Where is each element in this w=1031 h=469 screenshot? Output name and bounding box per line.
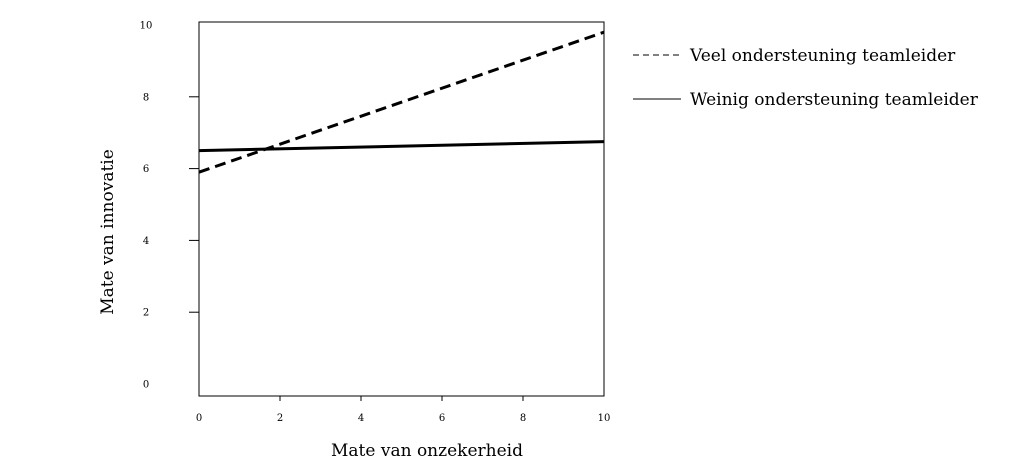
y-tick-label: 6 (143, 164, 149, 175)
y-axis-ticks: 0 2 4 6 8 10 (140, 21, 199, 391)
y-tick-label: 2 (143, 308, 149, 319)
legend-label: Weinig ondersteuning teamleider (690, 90, 979, 110)
x-axis-ticks: 0 2 4 6 8 10 (196, 396, 611, 424)
x-tick-label: 6 (439, 413, 445, 424)
y-tick-label: 0 (143, 380, 149, 391)
legend: Veel ondersteuning teamleider Weinig onde… (633, 46, 979, 110)
y-tick-label: 10 (140, 21, 153, 32)
x-tick-label: 2 (277, 413, 283, 424)
y-tick-label: 4 (143, 236, 149, 247)
y-axis-title: Mate van innovatie (98, 149, 118, 315)
x-tick-label: 0 (196, 413, 202, 424)
series-lines (198, 30, 605, 174)
series-line-veel-ondersteuning (198, 30, 605, 174)
x-axis-title: Mate van onzekerheid (331, 441, 523, 461)
y-tick-label: 8 (143, 92, 149, 103)
x-tick-label: 4 (358, 413, 364, 424)
x-tick-label: 10 (598, 413, 611, 424)
x-tick-label: 8 (520, 413, 526, 424)
plot-area-frame (198, 21, 605, 397)
legend-label: Veel ondersteuning teamleider (689, 46, 956, 66)
series-line-weinig-ondersteuning (198, 140, 605, 153)
